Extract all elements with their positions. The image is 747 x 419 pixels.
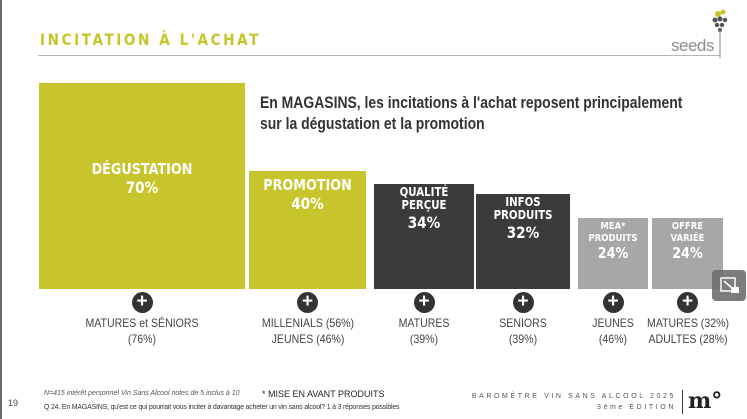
bar-label: MEA*	[600, 221, 626, 233]
brand-logo: m°	[688, 388, 723, 414]
seeds-logo-icon	[712, 9, 728, 58]
page-title: INCITATION À L'ACHAT	[40, 30, 261, 49]
segment-label: MATURES (32%) ADULTES (28%)	[647, 315, 729, 347]
expand-icon	[720, 277, 739, 293]
bar-value-label: 24%	[597, 243, 629, 262]
segment-line: JEUNES	[592, 316, 634, 330]
segment-line: (39%)	[409, 332, 439, 346]
barometer-label: BAROMÈTRE VIN SANS ALCOOL 2025 3ème ÉDIT…	[470, 391, 676, 413]
segment-line: SENIORS	[499, 316, 547, 330]
bar-label: PRODUITS	[588, 232, 638, 244]
bar-3: QUALITÉ PERÇUE 34%	[374, 183, 474, 289]
bar-5: MEA* PRODUITS 24%	[578, 218, 648, 289]
bar-2: PROMOTION 40%	[249, 171, 366, 289]
bar-label: OFFRE	[671, 221, 704, 233]
bar-label: VARIÉE	[670, 232, 705, 244]
segment-line: MATURES et SÉNIORS	[85, 316, 199, 330]
bar-value-label: 24%	[672, 243, 703, 262]
expand-button[interactable]	[712, 270, 746, 301]
sample-note: N=415 intérêt personnel Vin Sans Alcool …	[44, 390, 240, 397]
page-number: 19	[8, 398, 19, 408]
headline-line-2: sur la dégustation et la promotion	[260, 114, 485, 133]
bar-4: INFOS PRODUITS 32%	[476, 194, 570, 289]
bar-label: DÉGUSTATION	[91, 160, 193, 178]
segment-line: (76%)	[127, 332, 157, 346]
headline: En MAGASINS, les incitations à l'achat r…	[260, 92, 719, 134]
bar-label: PRODUITS	[493, 208, 553, 223]
headline-line-1: En MAGASINS, les incitations à l'achat r…	[260, 93, 683, 112]
bar-6: OFFRE VARIÉE 24%	[652, 218, 723, 289]
bar-label: QUALITÉ	[399, 184, 449, 199]
plus-icon[interactable]: +	[131, 292, 153, 313]
segment-label: MILLENIALS (56%) JEUNES (46%)	[261, 315, 353, 347]
question-note: Q 24. En MAGASINS, qu'est ce qui pourrai…	[44, 404, 400, 411]
bar-label: PROMOTION	[263, 176, 352, 195]
segment-label: JEUNES (46%)	[592, 315, 634, 347]
bar-label: PERÇUE	[401, 198, 447, 213]
plus-icon[interactable]: +	[413, 292, 435, 313]
title-divider	[38, 55, 720, 56]
plus-icon[interactable]: +	[512, 292, 534, 313]
segment-line: (46%)	[598, 332, 628, 346]
bar-value-label: 40%	[291, 194, 324, 214]
plus-icon[interactable]: +	[677, 292, 698, 313]
segment-line: JEUNES (46%)	[271, 332, 344, 346]
bar-1: DÉGUSTATION 70%	[39, 83, 245, 289]
segment-label: MATURES (39%)	[399, 315, 450, 347]
bar-value-label: 70%	[125, 177, 159, 197]
footer-divider	[682, 390, 683, 414]
bar-label: INFOS	[505, 195, 541, 209]
segment-label: MATURES et SÉNIORS (76%)	[85, 315, 198, 347]
bar-value-label: 34%	[407, 212, 441, 232]
left-border	[0, 0, 2, 419]
segment-label: SENIORS (39%)	[499, 315, 547, 347]
segment-line: MATURES (32%)	[646, 316, 729, 330]
plus-icon[interactable]: +	[297, 292, 318, 313]
segment-line: (39%)	[508, 332, 538, 346]
segment-line: ADULTES (28%)	[647, 332, 728, 346]
barometer-edition: 3ème ÉDITION	[596, 404, 676, 411]
footnote: * MISE EN AVANT PRODUITS	[262, 389, 385, 399]
barometer-title: BAROMÈTRE VIN SANS ALCOOL 2025	[471, 393, 676, 400]
segment-line: MATURES	[398, 316, 450, 330]
plus-icon[interactable]: +	[602, 292, 624, 313]
segment-line: MILLENIALS (56%)	[261, 316, 354, 330]
logo-text: seeds	[671, 36, 714, 55]
bar-value-label: 32%	[506, 222, 540, 242]
